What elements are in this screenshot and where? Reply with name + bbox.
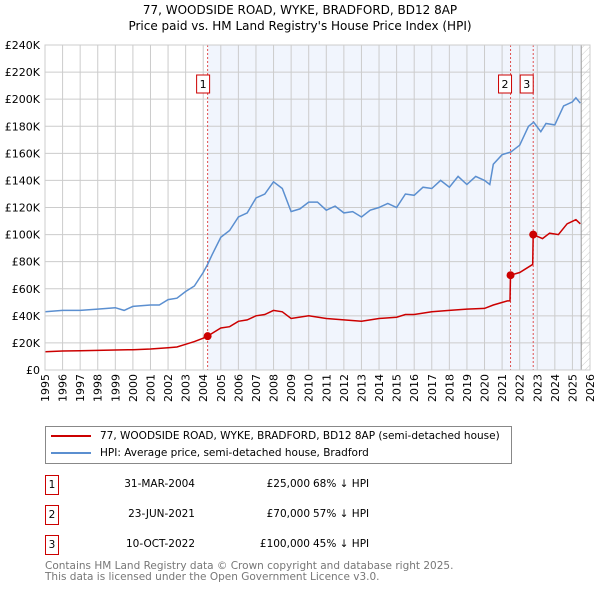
footer-copyright: Contains HM Land Registry data © Crown c… xyxy=(45,560,454,572)
y-tick-label: £20K xyxy=(12,337,41,350)
transaction-marker: 1 xyxy=(45,475,59,495)
x-tick-label: 2000 xyxy=(127,374,140,402)
transaction-marker-box xyxy=(519,74,534,94)
y-tick-label: £60K xyxy=(12,283,41,296)
y-tick-label: £80K xyxy=(12,256,41,269)
transaction-hpi-diff: 57% ↓ HPI xyxy=(313,508,370,520)
x-tick-label: 2026 xyxy=(584,374,597,402)
x-tick-label: 2022 xyxy=(514,374,527,402)
y-tick-label: £220K xyxy=(5,66,41,79)
x-tick-label: 1995 xyxy=(39,374,52,402)
transaction-marker: 3 xyxy=(45,535,59,555)
x-tick-label: 2020 xyxy=(479,374,492,402)
transaction-price: £70,000 xyxy=(266,508,310,520)
transaction-marker: 2 xyxy=(45,505,59,525)
x-tick-label: 2021 xyxy=(496,374,509,402)
x-tick-label: 2013 xyxy=(355,374,368,402)
chart-title: 77, WOODSIDE ROAD, WYKE, BRADFORD, BD12 … xyxy=(142,3,458,17)
transaction-price: £100,000 xyxy=(259,538,310,550)
y-tick-label: £40K xyxy=(12,310,41,323)
x-tick-label: 2008 xyxy=(268,374,281,402)
footer: Contains HM Land Registry data © Crown c… xyxy=(45,561,453,583)
y-tick-label: £180K xyxy=(5,120,41,133)
y-tick-label: £200K xyxy=(5,93,41,106)
x-tick-label: 2003 xyxy=(180,374,193,402)
x-tick-label: 2011 xyxy=(320,374,333,402)
x-tick-label: 2006 xyxy=(232,374,245,402)
x-tick-label: 2007 xyxy=(250,374,263,402)
y-tick-label: £160K xyxy=(5,147,41,160)
x-tick-label: 2004 xyxy=(197,374,210,402)
transaction-row: 2 23-JUN-2021 £70,000 57% ↓ HPI xyxy=(45,505,445,525)
x-tick-label: 1998 xyxy=(92,374,105,402)
chart-subtitle: Price paid vs. HM Land Registry's House … xyxy=(128,19,472,33)
price-chart: 1995 1996 1997 1998 1999 2000 2001 2002 2003 2004… xyxy=(5,39,597,402)
x-tick-label: 2016 xyxy=(408,374,421,402)
transaction-price: £25,000 xyxy=(266,478,310,490)
x-tick-label: 1999 xyxy=(109,374,122,402)
y-tick-label: £240K xyxy=(5,39,41,52)
x-tick-label: 2002 xyxy=(162,374,175,402)
x-tick-label: 2009 xyxy=(285,374,298,402)
x-tick-label: 2012 xyxy=(338,374,351,402)
x-tick-label: 1996 xyxy=(57,374,70,402)
hpi-line xyxy=(44,96,581,313)
legend-item-property: 77, WOODSIDE ROAD, WYKE, BRADFORD, BD12 … xyxy=(51,428,500,444)
x-tick-label: 1997 xyxy=(74,374,87,402)
transaction-marker-label: 3 xyxy=(523,78,530,91)
transaction-hpi-diff: 45% ↓ HPI xyxy=(313,538,370,550)
x-tick-label: 2015 xyxy=(391,374,404,402)
transaction-date: 10-OCT-2022 xyxy=(126,538,195,550)
transaction-marker-box xyxy=(498,74,513,94)
x-tick-label: 2018 xyxy=(443,374,456,402)
y-tick-label: £0 xyxy=(26,364,40,377)
transaction-point xyxy=(529,230,538,239)
legend-label: HPI: Average price, semi-detached house,… xyxy=(100,447,369,459)
y-tick-label: £120K xyxy=(5,202,41,215)
transaction-date: 31-MAR-2004 xyxy=(124,478,195,490)
x-tick-label: 2025 xyxy=(566,374,579,402)
x-tick-label: 2019 xyxy=(461,374,474,402)
plot-frame xyxy=(44,44,591,371)
x-tick-label: 2024 xyxy=(549,374,562,402)
transaction-row: 3 10-OCT-2022 £100,000 45% ↓ HPI xyxy=(45,535,445,555)
x-tick-label: 2017 xyxy=(426,374,439,402)
transaction-point xyxy=(203,332,212,341)
legend-item-hpi: HPI: Average price, semi-detached house,… xyxy=(51,445,369,461)
x-tick-label: 2001 xyxy=(144,374,157,402)
legend-label: 77, WOODSIDE ROAD, WYKE, BRADFORD, BD12 … xyxy=(100,430,500,442)
transaction-row: 1 31-MAR-2004 £25,000 68% ↓ HPI xyxy=(45,475,445,495)
transaction-point xyxy=(506,271,515,280)
x-tick-label: 2023 xyxy=(531,374,544,402)
footer-licence: This data is licensed under the Open Gov… xyxy=(45,571,380,583)
x-tick-label: 2005 xyxy=(215,374,228,402)
transaction-hpi-diff: 68% ↓ HPI xyxy=(313,478,370,490)
transaction-marker-label: 2 xyxy=(502,78,509,91)
property-price-line xyxy=(44,218,581,353)
transaction-date: 23-JUN-2021 xyxy=(128,508,195,520)
y-tick-label: £100K xyxy=(5,229,41,242)
transaction-marker-box xyxy=(196,74,211,94)
legend: 77, WOODSIDE ROAD, WYKE, BRADFORD, BD12 … xyxy=(45,426,512,464)
x-tick-label: 2014 xyxy=(373,374,386,402)
y-tick-label: £140K xyxy=(5,174,41,187)
transaction-marker-label: 1 xyxy=(200,78,207,91)
x-tick-label: 2010 xyxy=(303,374,316,402)
